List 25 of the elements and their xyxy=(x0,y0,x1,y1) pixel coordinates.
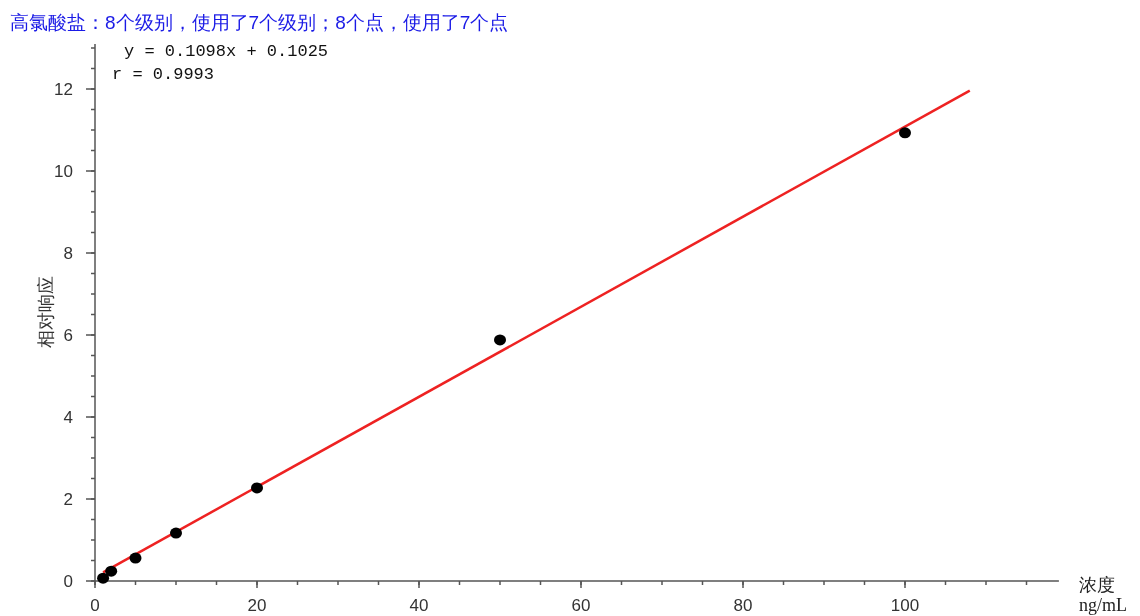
point xyxy=(251,482,263,494)
point xyxy=(129,552,142,564)
y-tick-label: 0 xyxy=(63,572,73,591)
y-tick-label: 12 xyxy=(54,80,73,99)
x-tick-label: 100 xyxy=(890,596,920,615)
chart-title: 高氯酸盐：8个级别，使用了7个级别；8个点，使用了7个点 xyxy=(10,12,509,33)
y-tick-label: 8 xyxy=(63,244,73,263)
point xyxy=(899,127,911,139)
y-axis-title: 相对响应 xyxy=(36,276,56,349)
point xyxy=(97,572,110,584)
annotation: r = 0.9993 xyxy=(112,65,215,84)
y-tick-label: 6 xyxy=(63,326,73,345)
x-tick-label: 0 xyxy=(90,596,100,615)
x-tick-label: 20 xyxy=(247,596,267,615)
y-tick-label: 4 xyxy=(63,408,73,427)
annotation: y = 0.1098x + 0.1025 xyxy=(124,42,329,61)
point xyxy=(170,527,182,539)
x-tick-label: 40 xyxy=(409,596,429,615)
point xyxy=(105,565,118,577)
y-tick-label: 2 xyxy=(63,490,73,509)
x-tick-label: 80 xyxy=(733,596,753,615)
x-tick-label: 60 xyxy=(571,596,591,615)
x-axis-title: 浓度 ng/mL xyxy=(1078,575,1127,615)
point xyxy=(494,334,506,346)
y-tick-label: 10 xyxy=(54,162,73,181)
